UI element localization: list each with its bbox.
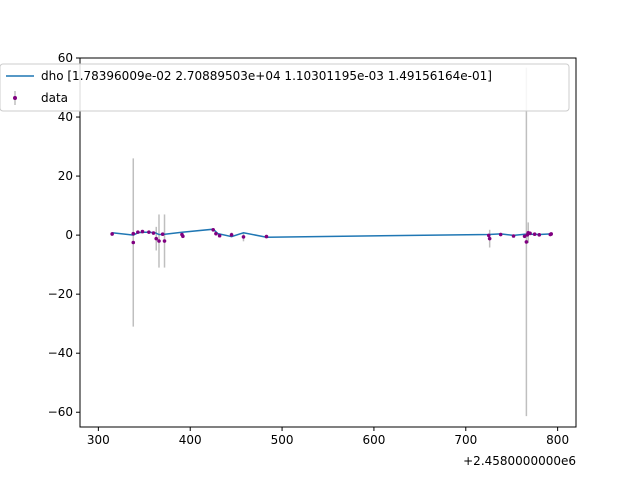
- data-point: [147, 230, 151, 234]
- data-point: [154, 236, 159, 241]
- y-tick-label: 20: [58, 169, 73, 183]
- data-point: [110, 232, 114, 236]
- data-point: [162, 239, 167, 243]
- data-point: [241, 235, 246, 239]
- legend-label: dho [1.78396009e-02 2.70889503e+04 1.103…: [41, 69, 492, 83]
- data-point: [498, 232, 503, 237]
- data-point: [524, 240, 529, 244]
- data-point: [151, 231, 156, 235]
- data-points-layer: [110, 228, 553, 245]
- data-point: [532, 232, 537, 237]
- data-point: [131, 240, 136, 245]
- data-point: [140, 229, 145, 234]
- data-point: [264, 234, 269, 239]
- data-point: [522, 234, 527, 239]
- data-point: [214, 231, 218, 236]
- data-point: [217, 233, 222, 238]
- axes-frame: [79, 57, 577, 428]
- fit-line: [112, 228, 552, 238]
- data-point: [487, 236, 492, 241]
- x-tick-label: 700: [454, 433, 477, 447]
- y-tick-label: −40: [48, 346, 73, 360]
- data-point: [486, 233, 491, 238]
- data-point: [549, 232, 553, 236]
- legend-box: [0, 63, 570, 112]
- data-point: [181, 234, 185, 239]
- x-axis-ticks: 300 400 500 600 700 800: [87, 427, 569, 447]
- x-tick-label: 600: [362, 433, 385, 447]
- y-tick-label: 60: [58, 51, 73, 65]
- data-point: [211, 228, 215, 232]
- data-point: [131, 231, 136, 236]
- x-tick-label: 800: [546, 433, 569, 447]
- fit-line-layer: [112, 228, 552, 238]
- legend-point-swatch: [13, 96, 17, 100]
- y-tick-label: −60: [48, 405, 73, 419]
- errorbars-layer: [111, 67, 552, 417]
- legend: dho [1.78396009e-02 2.70889503e+04 1.103…: [0, 63, 570, 112]
- data-point: [537, 233, 542, 237]
- y-axis-ticks: −60 −40 −20 0 20 40 60: [48, 51, 80, 419]
- data-point: [511, 234, 516, 238]
- y-tick-label: −20: [48, 287, 73, 301]
- data-point: [136, 230, 140, 234]
- x-tick-label: 400: [179, 433, 202, 447]
- x-tick-label: 500: [271, 433, 294, 447]
- data-point: [157, 239, 161, 243]
- y-tick-label: 40: [58, 110, 73, 124]
- data-point: [229, 233, 234, 237]
- data-point: [160, 232, 165, 237]
- x-axis-offset-label: +2.4580000000e6: [463, 454, 576, 468]
- data-point: [528, 231, 532, 236]
- x-tick-label: 300: [87, 433, 110, 447]
- y-tick-label: 0: [65, 228, 73, 242]
- legend-label: data: [41, 91, 68, 105]
